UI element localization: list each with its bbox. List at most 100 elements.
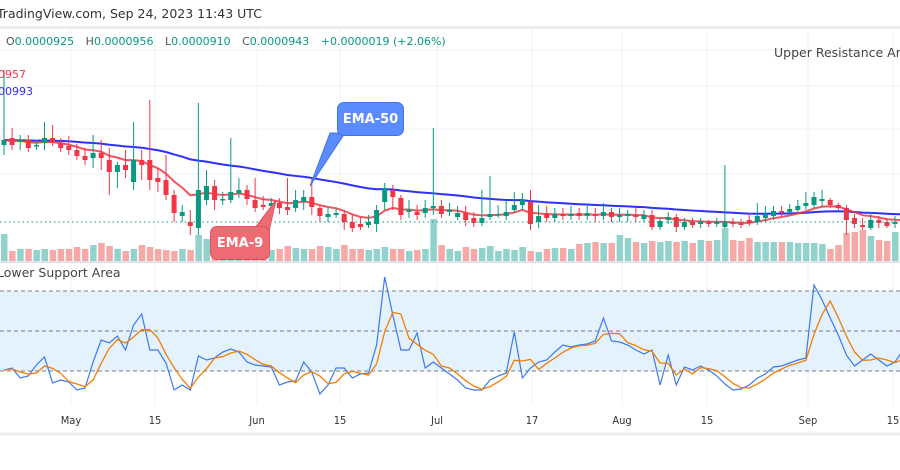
volume-bar (705, 241, 713, 261)
close-label: C (242, 35, 250, 48)
upper-resistance-label: Upper Resistance Ar (774, 45, 900, 60)
volume-bar (511, 250, 518, 261)
volume-bar (746, 238, 753, 261)
volume-bar (665, 241, 672, 261)
candle-body (568, 214, 574, 216)
volume-bar (584, 243, 591, 261)
candle-body (633, 215, 639, 217)
volume-bar (171, 251, 178, 261)
volume-bar (867, 236, 875, 261)
candle-body (852, 218, 857, 224)
volume-bar (41, 249, 48, 261)
volume-bar (414, 250, 421, 261)
header-divider (0, 26, 900, 29)
candle-body (576, 213, 582, 216)
volume-bar (713, 240, 721, 261)
candle-body (625, 214, 631, 216)
candle-body (495, 214, 501, 216)
time-axis-label: Jun (249, 414, 265, 427)
volume-bar (600, 243, 607, 261)
volume-bar (592, 242, 599, 261)
candle-body (600, 212, 606, 216)
candle-body (374, 210, 380, 224)
candle-body (228, 192, 234, 200)
candle-body (438, 206, 444, 214)
volume-bar (25, 249, 32, 261)
volume-bar (640, 243, 648, 261)
candle-body (293, 200, 299, 208)
open-value: 0.0000925 (14, 35, 75, 48)
candle-body (544, 213, 550, 218)
candle-body (114, 165, 120, 172)
candle-body (714, 222, 720, 224)
candle-body (98, 153, 104, 158)
candle-body (147, 160, 153, 180)
candle-body (884, 222, 890, 226)
candle-body (681, 222, 687, 227)
ema9-legend-value: 0957 (0, 68, 26, 81)
candle-body (754, 216, 760, 222)
low-label: L (164, 35, 172, 48)
volume-bar (649, 241, 656, 261)
candle-body (42, 138, 47, 143)
candle-body (690, 222, 695, 225)
volume-bar (430, 219, 437, 261)
candle-body (260, 205, 266, 207)
candle-body (617, 215, 623, 217)
volume-bar (98, 243, 105, 261)
volume-bar (130, 249, 138, 261)
candle-body (447, 210, 452, 212)
volume-bar (859, 230, 867, 261)
candle-body (641, 215, 647, 219)
candle-body (139, 160, 145, 165)
volume-bar (819, 244, 826, 261)
volume-bar (608, 243, 615, 261)
candle-body (722, 222, 728, 227)
candle-body (382, 188, 388, 202)
candle-body (528, 202, 533, 224)
time-axis-label: 15 (700, 414, 714, 427)
candle-body (285, 207, 290, 210)
time-axis-label: Aug (612, 414, 632, 427)
candle-body (835, 205, 841, 208)
ema50-callout: EMA-50 (337, 102, 404, 136)
candle-body (552, 214, 558, 218)
volume-bar (632, 242, 640, 261)
candle-body (155, 178, 161, 182)
candle-body (106, 160, 112, 172)
candle-body (503, 212, 509, 216)
candle-body (665, 217, 671, 220)
candle-body (414, 212, 420, 215)
volume-bar (794, 243, 802, 261)
volume-bar (730, 240, 737, 261)
volume-bar (122, 251, 129, 261)
volume-bar (292, 248, 300, 261)
chart-header: TradingView.com, Sep 24, 2023 11:43 UTC (0, 6, 262, 21)
candle-body (843, 208, 849, 220)
candle-body (179, 212, 185, 216)
volume-bar (543, 249, 551, 261)
volume-bar (616, 235, 624, 261)
candle-body (171, 195, 177, 213)
candle-body (803, 203, 809, 206)
candle-body (730, 222, 736, 224)
candle-body (657, 221, 663, 227)
candle-body (406, 210, 412, 212)
rsi-ma-line (3, 299, 900, 391)
volume-bar (851, 232, 858, 261)
time-axis-label: May (60, 414, 82, 427)
candle-body (74, 150, 80, 156)
candle-body (609, 212, 614, 217)
candle-body (738, 223, 744, 225)
volume-bar (883, 241, 891, 261)
candle-body (25, 140, 31, 148)
candle-body (519, 200, 525, 205)
candle-body (357, 224, 363, 227)
candle-body (398, 198, 404, 215)
candle-body (762, 214, 768, 218)
volume-bar (697, 240, 705, 261)
candle-body (787, 209, 793, 212)
volume-bar (576, 244, 583, 261)
volume-bar (827, 249, 834, 261)
